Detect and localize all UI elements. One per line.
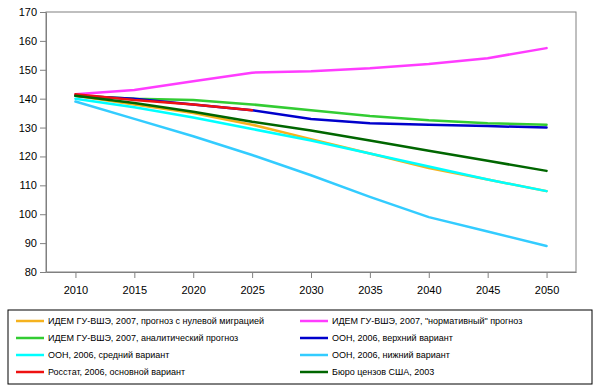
- legend-label: Росстат, 2006, основной вариант: [48, 367, 185, 377]
- x-tick-label: 2025: [240, 284, 264, 296]
- x-tick: 2025: [240, 272, 264, 296]
- x-tick-mark: [370, 272, 371, 278]
- y-tick: 150: [19, 64, 46, 76]
- legend-item: ИДЕМ ГУ-ВШЭ, 2007, "нормативный" прогноз: [300, 316, 522, 326]
- legend-item: ООН, 2006, средний вариант: [16, 350, 169, 360]
- y-tick-label: 140: [19, 93, 37, 105]
- x-tick-mark: [429, 272, 430, 278]
- y-tick: 110: [19, 179, 46, 191]
- legend-label: ООН, 2006, верхний вариант: [332, 333, 453, 343]
- y-tick-mark: [40, 214, 46, 215]
- x-tick-label: 2035: [358, 284, 382, 296]
- y-axis: 80 90 100 110 120 130 140 150 160 170: [19, 6, 47, 278]
- y-tick: 140: [19, 93, 46, 105]
- x-tick-label: 2030: [299, 284, 323, 296]
- lines: [75, 48, 546, 246]
- y-tick: 90: [25, 237, 46, 249]
- x-tick-mark: [311, 272, 312, 278]
- x-tick-label: 2050: [535, 284, 559, 296]
- legend-item: ООН, 2006, верхний вариант: [300, 333, 453, 343]
- series-line: [75, 99, 546, 191]
- series-line: [75, 96, 546, 171]
- x-tick-label: 2020: [181, 284, 205, 296]
- y-tick: 160: [19, 35, 46, 47]
- legend-item: Бюро цензов США, 2003: [300, 367, 434, 377]
- legend-item: Росстат, 2006, основной вариант: [16, 367, 185, 377]
- x-tick: 2010: [64, 272, 88, 296]
- legend-label: ООН, 2006, средний вариант: [48, 350, 169, 360]
- y-tick: 120: [19, 150, 46, 162]
- legend-label: Бюро цензов США, 2003: [332, 367, 434, 377]
- x-tick: 2045: [476, 272, 500, 296]
- x-axis: 2010 2015 2020 2025 2030 2035 2040 2045 2050: [47, 272, 577, 296]
- plot-frame: [46, 12, 576, 272]
- series-line: [75, 102, 546, 246]
- x-tick-label: 2015: [123, 284, 147, 296]
- x-tick-mark: [193, 272, 194, 278]
- y-tick-mark: [40, 156, 46, 157]
- y-tick-mark: [40, 128, 46, 129]
- x-tick-mark: [134, 272, 135, 278]
- y-tick-label: 130: [19, 122, 37, 134]
- y-tick-label: 120: [19, 150, 37, 162]
- x-tick-mark: [75, 272, 76, 278]
- legend-label: ИДЕМ ГУ-ВШЭ, 2007, "нормативный" прогноз: [332, 316, 522, 326]
- y-tick-label: 150: [19, 64, 37, 76]
- legend-label: ООН, 2006, нижний вариант: [332, 350, 450, 360]
- y-tick-mark: [40, 272, 46, 273]
- y-tick-label: 80: [25, 266, 37, 278]
- series-line: [75, 48, 546, 94]
- y-axis-line: [46, 13, 47, 273]
- x-tick: 2015: [123, 272, 147, 296]
- legend-item: ИДЕМ ГУ-ВШЭ, 2007, аналитический прогноз: [16, 333, 238, 343]
- y-tick-label: 170: [19, 6, 37, 18]
- y-tick-label: 90: [25, 237, 37, 249]
- y-tick-mark: [40, 99, 46, 100]
- legend-swatch: [16, 371, 44, 374]
- legend-label: ИДЕМ ГУ-ВШЭ, 2007, прогноз с нулевой миг…: [48, 316, 264, 326]
- legend-swatch: [16, 354, 44, 357]
- y-tick: 170: [19, 6, 46, 18]
- y-tick-label: 160: [19, 35, 37, 47]
- legend-swatch: [300, 337, 328, 340]
- legend-swatch: [16, 320, 44, 323]
- x-tick: 2020: [181, 272, 205, 296]
- y-tick-mark: [40, 41, 46, 42]
- legend-swatch: [300, 371, 328, 374]
- y-tick: 130: [19, 122, 46, 134]
- legend: ИДЕМ ГУ-ВШЭ, 2007, прогноз с нулевой миг…: [8, 310, 592, 384]
- x-tick-label: 2010: [64, 284, 88, 296]
- x-tick-label: 2045: [476, 284, 500, 296]
- legend-box: [8, 310, 592, 384]
- y-tick-mark: [40, 185, 46, 186]
- x-tick-label: 2040: [417, 284, 441, 296]
- chart: 80 90 100 110 120 130 140 150 160 170 2010 2015 2020…: [0, 0, 600, 389]
- legend-swatch: [16, 337, 44, 340]
- plot: 80 90 100 110 120 130 140 150 160 170 2010 2015 2020…: [19, 6, 577, 296]
- series-line: [75, 96, 546, 191]
- y-tick-mark: [40, 12, 46, 13]
- y-tick-label: 110: [19, 179, 37, 191]
- x-tick: 2030: [299, 272, 323, 296]
- legend-swatch: [300, 320, 328, 323]
- y-tick-mark: [40, 243, 46, 244]
- y-tick-mark: [40, 70, 46, 71]
- x-tick: 2040: [417, 272, 441, 296]
- legend-label: ИДЕМ ГУ-ВШЭ, 2007, аналитический прогноз: [48, 333, 238, 343]
- y-tick: 100: [19, 208, 46, 220]
- legend-item: ИДЕМ ГУ-ВШЭ, 2007, прогноз с нулевой миг…: [16, 316, 264, 326]
- x-tick: 2050: [535, 272, 559, 296]
- y-tick-label: 100: [19, 208, 37, 220]
- y-tick: 80: [25, 266, 46, 278]
- legend-swatch: [300, 354, 328, 357]
- x-tick-mark: [252, 272, 253, 278]
- x-tick: 2035: [358, 272, 382, 296]
- legend-item: ООН, 2006, нижний вариант: [300, 350, 450, 360]
- x-tick-mark: [547, 272, 548, 278]
- x-tick-mark: [488, 272, 489, 278]
